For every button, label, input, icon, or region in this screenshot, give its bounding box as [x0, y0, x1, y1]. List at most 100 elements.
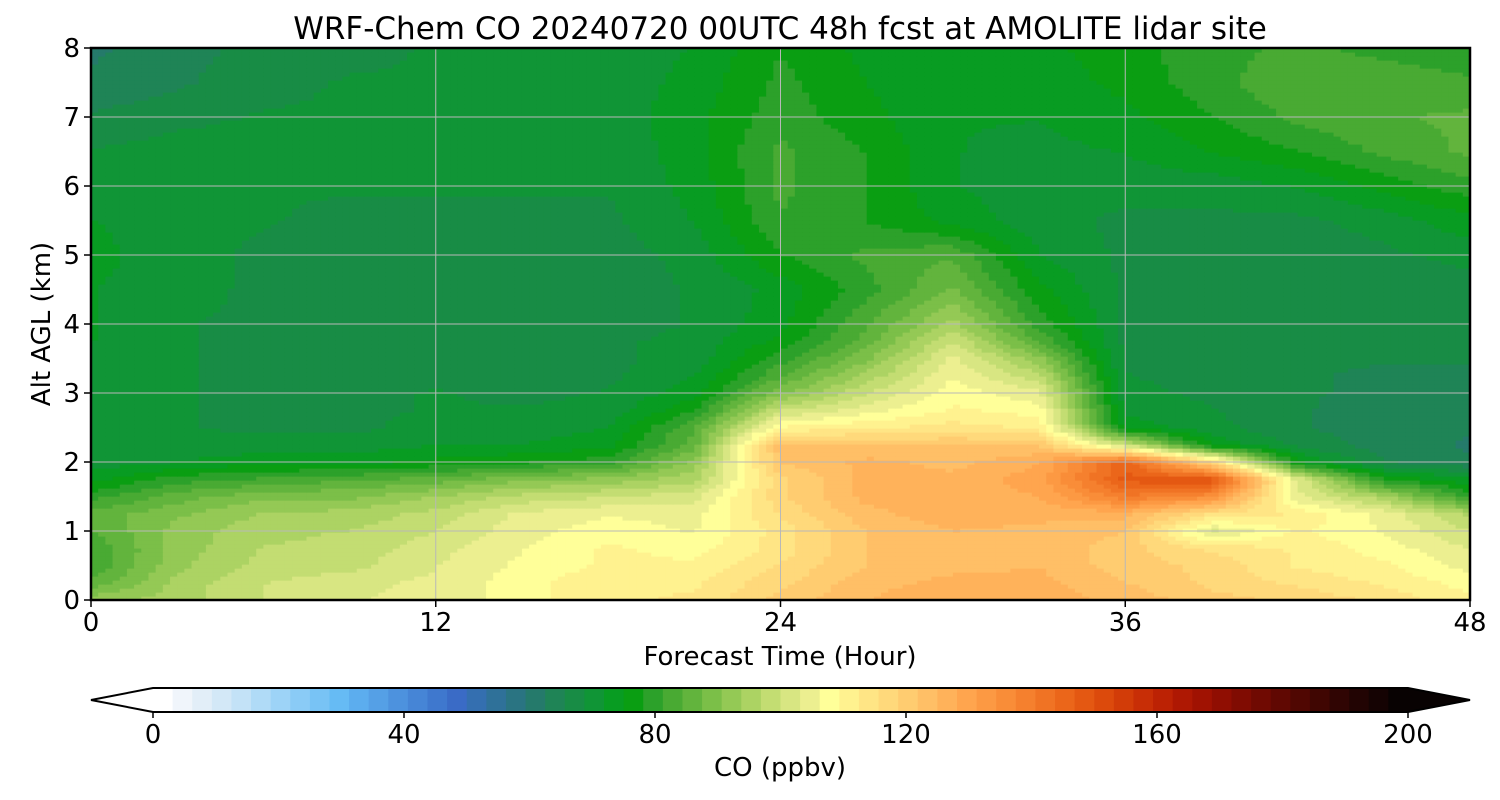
- contour-cell: [206, 552, 214, 557]
- contour-cell: [443, 540, 451, 545]
- contour-cell: [1362, 560, 1370, 565]
- contour-cell: [1132, 500, 1140, 505]
- contour-cell: [1132, 556, 1140, 561]
- contour-cell: [903, 592, 911, 597]
- contour-cell: [1147, 556, 1155, 561]
- contour-cell: [1204, 544, 1212, 549]
- contour-cell: [895, 568, 903, 573]
- contour-cell: [1010, 500, 1018, 505]
- contour-cell: [378, 540, 386, 545]
- contour-cell: [1255, 572, 1263, 577]
- contour-cell: [450, 592, 458, 597]
- contour-cell: [802, 508, 810, 513]
- contour-cell: [148, 584, 156, 589]
- contour-cell: [1413, 564, 1421, 569]
- contour-cell: [967, 528, 975, 533]
- contour-cell: [594, 536, 602, 541]
- contour-cell: [1233, 588, 1241, 593]
- contour-cell: [658, 520, 666, 525]
- contour-cell: [192, 552, 200, 557]
- contour-cell: [357, 580, 365, 585]
- contour-cell: [306, 504, 314, 509]
- contour-cell: [644, 560, 652, 565]
- contour-cell: [1283, 516, 1291, 521]
- contour-cell: [788, 512, 796, 517]
- contour-cell: [795, 548, 803, 553]
- contour-cell: [802, 544, 810, 549]
- contour-cell: [572, 572, 580, 577]
- contour-cell: [256, 556, 264, 561]
- contour-cell: [249, 500, 257, 505]
- contour-cell: [1226, 540, 1234, 545]
- contour-cell: [529, 572, 537, 577]
- contour-cell: [515, 528, 523, 533]
- contour-cell: [551, 576, 559, 581]
- contour-cell: [1219, 552, 1227, 557]
- contour-cell: [752, 512, 760, 517]
- contour-cell: [400, 588, 408, 593]
- contour-cell: [795, 536, 803, 541]
- contour-cell: [737, 536, 745, 541]
- contour-cell: [335, 504, 343, 509]
- contour-cell: [852, 588, 860, 593]
- contour-cell: [1398, 500, 1406, 505]
- contour-cell: [184, 504, 192, 509]
- contour-cell: [1204, 532, 1212, 537]
- contour-cell: [939, 532, 947, 537]
- contour-cell: [953, 508, 961, 513]
- contour-cell: [508, 528, 516, 533]
- contour-cell: [543, 548, 551, 553]
- contour-cell: [622, 564, 630, 569]
- contour-cell: [271, 556, 279, 561]
- contour-cell: [874, 532, 882, 537]
- contour-cell: [845, 552, 853, 557]
- contour-cell: [651, 508, 659, 513]
- contour-cell: [184, 496, 192, 501]
- contour-cell: [472, 500, 480, 505]
- contour-cell: [220, 576, 228, 581]
- contour-cell: [1111, 576, 1119, 581]
- contour-cell: [292, 536, 300, 541]
- contour-cell: [464, 504, 472, 509]
- contour-cell: [1211, 508, 1219, 513]
- contour-cell: [1018, 552, 1026, 557]
- contour-cell: [170, 540, 178, 545]
- contour-cell: [637, 568, 645, 573]
- contour-cell: [1240, 572, 1248, 577]
- contour-cell: [558, 564, 566, 569]
- contour-cell: [931, 568, 939, 573]
- contour-cell: [350, 564, 358, 569]
- contour-cell: [472, 536, 480, 541]
- contour-cell: [1334, 536, 1342, 541]
- contour-cell: [752, 592, 760, 597]
- contour-cell: [1154, 576, 1162, 581]
- contour-cell: [874, 552, 882, 557]
- contour-cell: [1369, 540, 1377, 545]
- contour-cell: [407, 544, 415, 549]
- contour-cell: [1276, 536, 1284, 541]
- contour-cell: [1140, 524, 1148, 529]
- contour-cell: [105, 520, 113, 525]
- contour-cell: [845, 520, 853, 525]
- contour-cell: [407, 548, 415, 553]
- contour-cell: [357, 572, 365, 577]
- contour-cell: [687, 500, 695, 505]
- contour-cell: [357, 512, 365, 517]
- contour-cell: [1427, 532, 1435, 537]
- contour-cell: [271, 548, 279, 553]
- contour-cell: [285, 572, 293, 577]
- contour-cell: [701, 576, 709, 581]
- contour-cell: [134, 560, 142, 565]
- contour-cell: [565, 520, 573, 525]
- contour-cell: [1053, 528, 1061, 533]
- contour-cell: [658, 556, 666, 561]
- contour-cell: [342, 580, 350, 585]
- contour-cell: [1003, 592, 1011, 597]
- contour-cell: [967, 524, 975, 529]
- contour-cell: [967, 564, 975, 569]
- contour-cell: [1039, 500, 1047, 505]
- contour-cell: [1391, 564, 1399, 569]
- contour-cell: [314, 520, 322, 525]
- contour-cell: [1369, 532, 1377, 537]
- contour-cell: [1290, 536, 1298, 541]
